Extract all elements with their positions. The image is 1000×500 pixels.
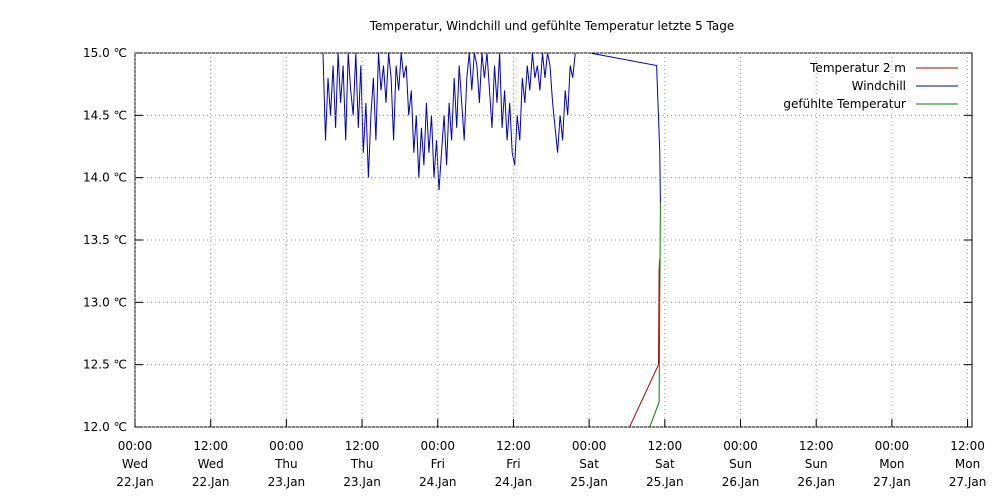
x-tick-label: 24.Jan bbox=[495, 475, 533, 489]
x-tick-label: 00:00 bbox=[118, 439, 153, 453]
y-tick-label: 12.5 ℃ bbox=[83, 358, 127, 372]
y-tick-label: 13.5 ℃ bbox=[83, 233, 127, 247]
series-line bbox=[629, 258, 661, 427]
x-tick-label: 27.Jan bbox=[873, 475, 911, 489]
x-tick-label: 23.Jan bbox=[343, 475, 381, 489]
x-tick-label: 00:00 bbox=[572, 439, 607, 453]
y-tick-label: 15.0 ℃ bbox=[83, 46, 127, 60]
x-tick-label: 12:00 bbox=[496, 439, 531, 453]
x-tick-label: Wed bbox=[122, 457, 148, 471]
plot-lines bbox=[322, 53, 661, 427]
y-tick-label: 14.5 ℃ bbox=[83, 108, 127, 122]
x-tick-label: Wed bbox=[198, 457, 224, 471]
x-tick-label: 27.Jan bbox=[949, 475, 987, 489]
legend-label: Temperatur 2 m bbox=[809, 61, 906, 75]
x-tick-label: 26.Jan bbox=[722, 475, 760, 489]
legend-label: gefühlte Temperatur bbox=[783, 97, 906, 111]
series-line bbox=[649, 202, 661, 427]
x-tick-label: Thu bbox=[274, 457, 298, 471]
x-tick-label: 12:00 bbox=[648, 439, 683, 453]
x-tick-label: 22.Jan bbox=[116, 475, 154, 489]
x-tick-label: 22.Jan bbox=[192, 475, 230, 489]
x-tick-label: 25.Jan bbox=[570, 475, 608, 489]
x-tick-label: 12:00 bbox=[193, 439, 228, 453]
x-tick-label: 12:00 bbox=[950, 439, 985, 453]
x-tick-label: 00:00 bbox=[420, 439, 455, 453]
x-tick-label: 24.Jan bbox=[419, 475, 457, 489]
x-tick-label: 00:00 bbox=[875, 439, 910, 453]
x-tick-label: Thu bbox=[350, 457, 374, 471]
x-tick-label: Sun bbox=[729, 457, 752, 471]
x-tick-label: Sat bbox=[579, 457, 599, 471]
x-tick-label: 25.Jan bbox=[646, 475, 684, 489]
x-tick-label: 23.Jan bbox=[268, 475, 306, 489]
y-tick-label: 14.0 ℃ bbox=[83, 171, 127, 185]
x-tick-label: Fri bbox=[431, 457, 445, 471]
x-tick-label: 00:00 bbox=[723, 439, 758, 453]
x-tick-label: 26.Jan bbox=[797, 475, 835, 489]
x-tick-label: 00:00 bbox=[269, 439, 304, 453]
x-tick-label: Sat bbox=[655, 457, 675, 471]
y-tick-label: 12.0 ℃ bbox=[83, 420, 127, 434]
x-tick-label: 12:00 bbox=[345, 439, 380, 453]
y-tick-label: 13.0 ℃ bbox=[83, 295, 127, 309]
x-tick-label: Sun bbox=[805, 457, 828, 471]
x-tick-label: Mon bbox=[879, 457, 904, 471]
chart-title: Temperatur, Windchill und gefühlte Tempe… bbox=[369, 19, 735, 33]
x-tick-label: Mon bbox=[955, 457, 980, 471]
x-tick-label: 12:00 bbox=[799, 439, 834, 453]
series-line bbox=[322, 53, 661, 203]
x-tick-label: Fri bbox=[506, 457, 520, 471]
legend-label: Windchill bbox=[852, 79, 906, 93]
